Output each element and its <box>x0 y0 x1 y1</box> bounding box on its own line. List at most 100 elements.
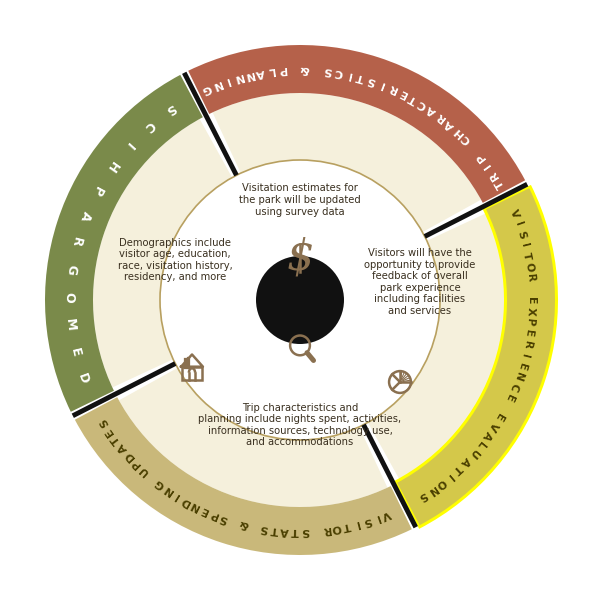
Text: G: G <box>64 263 78 275</box>
Text: E: E <box>503 392 515 403</box>
Text: G: G <box>200 82 212 95</box>
Text: I: I <box>519 242 530 248</box>
Text: U: U <box>137 464 151 477</box>
Text: N: N <box>512 371 524 383</box>
Text: A: A <box>77 209 93 223</box>
Text: S: S <box>163 101 178 116</box>
Text: T: T <box>291 526 299 536</box>
Wedge shape <box>212 93 481 232</box>
Text: T: T <box>494 179 506 190</box>
Text: L: L <box>474 439 487 450</box>
Text: D: D <box>122 449 136 463</box>
Text: Visitors will have the
opportunity to provide
feedback of overall
park experienc: Visitors will have the opportunity to pr… <box>364 248 476 316</box>
Text: R: R <box>524 274 535 283</box>
Text: I: I <box>513 220 523 227</box>
Bar <box>182 367 202 380</box>
Text: S: S <box>366 74 377 86</box>
Text: C: C <box>416 98 428 110</box>
Text: R: R <box>434 110 448 124</box>
Text: N: N <box>161 483 175 496</box>
Text: P: P <box>524 318 535 327</box>
Text: T: T <box>110 433 122 446</box>
Text: N: N <box>188 499 202 512</box>
Text: A: A <box>443 118 456 131</box>
Text: I: I <box>224 76 230 86</box>
Wedge shape <box>188 45 525 203</box>
Text: D: D <box>75 372 91 386</box>
Text: S: S <box>362 515 372 527</box>
Text: A: A <box>425 104 438 117</box>
Text: H: H <box>451 125 465 139</box>
Text: O: O <box>523 262 534 272</box>
Text: T: T <box>407 92 419 104</box>
Text: E: E <box>68 347 82 358</box>
Text: C: C <box>141 118 157 133</box>
Text: S: S <box>515 229 527 239</box>
Text: V: V <box>508 208 520 219</box>
Text: &: & <box>300 64 310 74</box>
Text: E: E <box>526 296 536 304</box>
Text: T: T <box>355 71 365 83</box>
Text: N: N <box>210 78 223 91</box>
Text: I: I <box>379 79 386 89</box>
Text: O: O <box>434 476 448 490</box>
Text: C: C <box>508 382 520 392</box>
Text: E: E <box>493 411 505 422</box>
Text: S: S <box>301 526 310 536</box>
Text: I: I <box>354 518 360 529</box>
Text: E: E <box>199 504 210 517</box>
Text: E: E <box>397 87 409 99</box>
Text: A: A <box>116 441 129 454</box>
Text: I: I <box>173 490 181 501</box>
Text: G: G <box>153 477 167 490</box>
Text: Visitation estimates for
the park will be updated
using survey data: Visitation estimates for the park will b… <box>239 184 361 217</box>
Text: V: V <box>380 508 392 520</box>
Text: S: S <box>218 512 229 524</box>
Text: P: P <box>130 457 143 469</box>
Text: P: P <box>208 508 220 521</box>
Text: T: T <box>270 524 279 535</box>
Text: A: A <box>481 429 494 442</box>
Text: A: A <box>255 67 265 78</box>
Text: R: R <box>488 169 501 181</box>
Wedge shape <box>397 188 555 525</box>
Text: C: C <box>460 133 473 146</box>
Wedge shape <box>368 212 507 481</box>
Text: P: P <box>89 183 104 197</box>
Text: T: T <box>521 251 532 260</box>
Text: N: N <box>243 69 254 80</box>
Text: X: X <box>526 307 536 316</box>
Text: I: I <box>519 352 530 358</box>
Text: I: I <box>445 471 454 481</box>
Text: I: I <box>373 512 380 523</box>
Text: I: I <box>122 139 135 151</box>
Text: T: T <box>451 463 464 475</box>
Text: T: T <box>342 521 352 532</box>
Text: M: M <box>63 318 77 332</box>
Text: U: U <box>467 446 480 460</box>
Text: I: I <box>347 69 353 80</box>
Text: H: H <box>103 158 120 175</box>
Text: O: O <box>62 292 76 302</box>
Text: O: O <box>331 523 342 534</box>
Text: A: A <box>280 525 289 536</box>
Text: A: A <box>459 455 472 467</box>
Circle shape <box>256 256 344 344</box>
Wedge shape <box>394 185 558 529</box>
Wedge shape <box>45 75 203 412</box>
Text: R: R <box>322 524 331 535</box>
Text: Trip characteristics and
planning include nights spent, activities,
information : Trip characteristics and planning includ… <box>199 403 401 448</box>
Text: P: P <box>278 64 287 75</box>
Text: &: & <box>238 518 250 530</box>
Text: S: S <box>323 65 332 76</box>
Wedge shape <box>75 397 412 555</box>
Text: D: D <box>179 494 193 508</box>
Text: E: E <box>523 329 534 338</box>
Text: N: N <box>425 483 438 496</box>
Text: S: S <box>416 490 428 502</box>
Wedge shape <box>93 119 232 388</box>
Text: P: P <box>475 150 488 163</box>
Text: N: N <box>232 71 244 83</box>
Text: R: R <box>69 236 84 248</box>
Text: E: E <box>515 361 527 371</box>
